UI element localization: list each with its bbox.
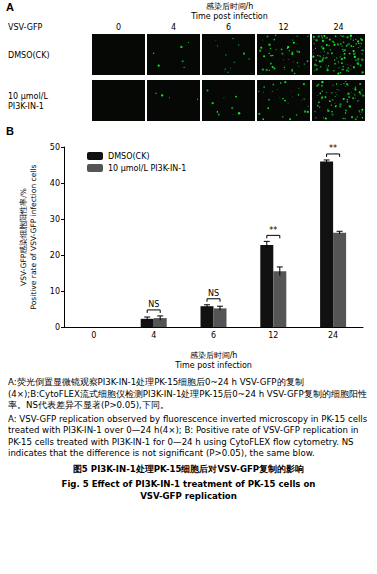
html-text:A:荧光倒置显微镜观察PI3K-IN-1处理PK-15细胞后: A:荧光倒置显微镜观察PI3K-IN-1处理PK-15细胞后0~24 h VSV…: [8, 377, 367, 410]
svg-text:**: **: [269, 226, 277, 235]
svg-text:6: 6: [226, 23, 231, 32]
svg-text:10: 10: [50, 287, 60, 296]
svg-text:50: 50: [50, 143, 60, 152]
html-text:A: VSV-GFP replication observe: A: VSV-GFP replication observed by fluor…: [8, 413, 368, 458]
svg-text:VSV-GFP感染细胞阳性率/%: VSV-GFP感染细胞阳性率/%: [19, 188, 28, 286]
svg-text:40: 40: [50, 179, 60, 188]
html-text:VSV-GFP replication: VSV-GFP replication: [140, 490, 237, 501]
html-text:B: B: [6, 125, 14, 137]
html-text:图5 PI3K-IN-1处理PK-15细胞后对VSV-GFP: 图5 PI3K-IN-1处理PK-15细胞后对VSV-GFP复制的影响: [72, 463, 305, 474]
svg-text:20: 20: [50, 251, 60, 260]
svg-text:0: 0: [55, 323, 60, 332]
html-text:Fig. 5 Effect of PI3K-IN-1 tre: Fig. 5 Effect of PI3K-IN-1 treatment of …: [61, 479, 316, 489]
svg-text:NS: NS: [148, 300, 159, 309]
svg-text:NS: NS: [208, 289, 219, 298]
svg-text:Time post infection: Time post infection: [190, 12, 268, 21]
svg-text:感染后时间/h: 感染后时间/h: [190, 351, 238, 360]
svg-text:PI3K-IN-1: PI3K-IN-1: [8, 102, 44, 111]
svg-text:12: 12: [268, 331, 278, 340]
svg-text:12: 12: [278, 23, 288, 32]
svg-text:0: 0: [91, 331, 96, 340]
svg-text:DMSO(CK): DMSO(CK): [108, 152, 150, 161]
svg-text:4: 4: [151, 331, 156, 340]
svg-text:A: A: [6, 1, 14, 13]
svg-text:24: 24: [328, 331, 338, 340]
svg-text:10 μmol/L: 10 μmol/L: [8, 92, 48, 101]
svg-text:Time post infection: Time post infection: [174, 361, 252, 370]
svg-text:0: 0: [116, 23, 121, 32]
svg-text:DMSO(CK): DMSO(CK): [8, 51, 50, 60]
svg-text:**: **: [329, 144, 337, 153]
svg-text:感染后时间/h: 感染后时间/h: [206, 2, 254, 11]
svg-text:6: 6: [211, 331, 216, 340]
svg-text:4: 4: [171, 23, 176, 32]
svg-text:24: 24: [333, 23, 343, 32]
svg-text:VSV-GFP: VSV-GFP: [8, 23, 43, 32]
svg-text:Positive rate of VSV-GFP infec: Positive rate of VSV-GFP infection cells: [29, 165, 38, 310]
svg-text:30: 30: [50, 215, 60, 224]
svg-text:10 μmol/L PI3K-IN-1: 10 μmol/L PI3K-IN-1: [108, 164, 186, 173]
